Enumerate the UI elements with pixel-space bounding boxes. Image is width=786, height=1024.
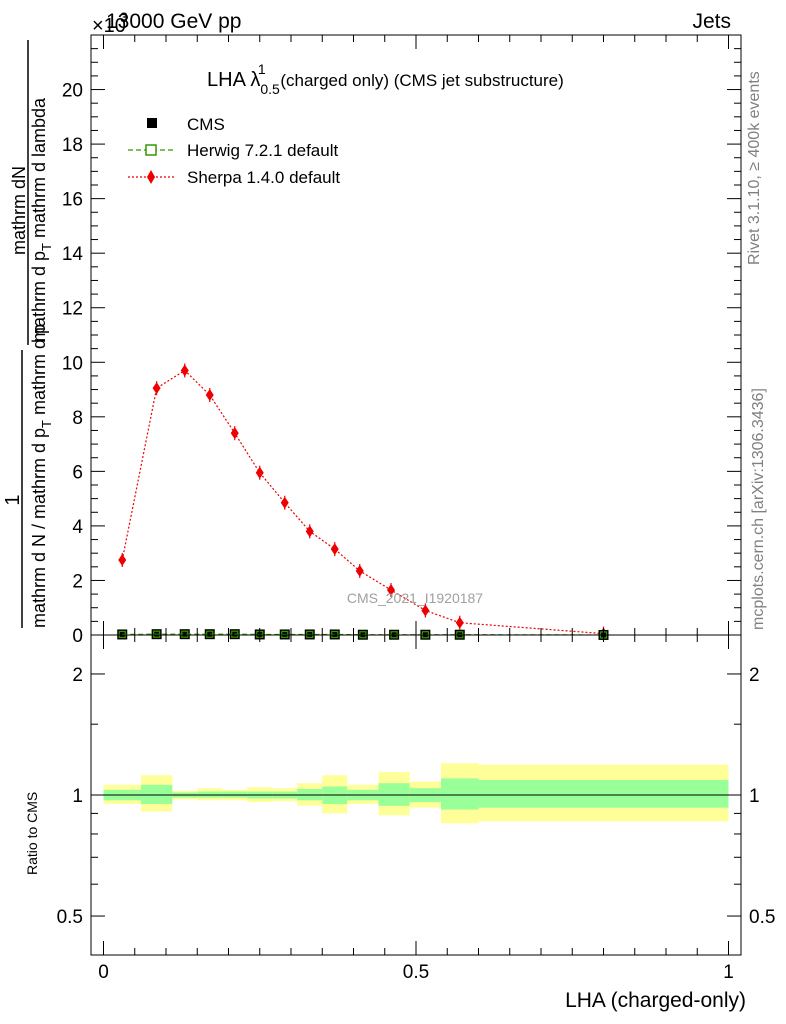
main-ytick-label: 20 [62,81,83,102]
ratio-ytick-label-left: 1 [72,786,83,807]
ratio-ytick-label-right: 0.5 [749,907,775,928]
legend-sherpa-label: Sherpa 1.4.0 default [187,168,340,187]
ratio-band-inner [441,778,479,810]
ratio-ylabel: Ratio to CMS [24,792,40,875]
ratio-ytick-label-right: 2 [749,665,760,686]
legend-cms-marker [147,118,157,128]
main-ytick-label: 14 [62,244,84,265]
cms-point [204,629,215,640]
herwig-point [181,630,189,638]
main-ytick-label: 16 [62,190,83,211]
title-prefix: LHA λ [207,69,260,91]
main-ytick-label: 2 [72,571,83,592]
energy-label: 13000 GeV pp [106,10,241,33]
sherpa-point [180,364,189,377]
exponent-power: 3 [120,9,128,25]
main-ytick-label: 4 [72,517,83,538]
title-sup: 1 [258,61,266,77]
x-tick-label: 0.5 [403,962,429,983]
main-ytick-label: 6 [72,462,83,483]
legend: CMS Herwig 7.2.1 default Sherpa 1.4.0 de… [128,115,340,187]
sherpa-line [121,369,604,635]
herwig-point [231,630,239,638]
ylabel-denominator: mathrm d pT mathrm d lambda [29,97,54,342]
herwig-point [206,630,214,638]
ylabel-numerator: mathrm dN [9,166,29,255]
sherpa-point [118,554,127,566]
main-ytick-label: 0 [72,626,83,647]
herwig-point [118,630,126,639]
title-suffix: (charged only) (CMS jet substructure) [276,71,564,90]
herwig-point [331,630,339,639]
main-ytick-label: 8 [72,408,83,429]
sherpa-point [205,389,214,401]
sherpa-point [255,466,264,479]
herwig-point [281,630,289,639]
main-plot: 0 2 4 6 8 10 12 14 16 18 20 [62,34,742,647]
ylabel-prefactor-den: mathrm d N / mathrm d pT mathrm d p [29,324,54,628]
main-ytick-label: 10 [62,353,83,374]
main-ytick-label: 18 [62,135,83,156]
x-axis-label: LHA (charged-only) [565,989,746,1012]
ratio-ytick-label-left: 2 [72,665,83,686]
sherpa-point [387,584,395,596]
herwig-point [153,630,161,638]
exponent-label: ×10 [92,15,126,37]
cms-point [179,629,190,640]
main-ytick-label: 12 [62,299,83,320]
ratio-band-inner [141,784,173,804]
ratio-plot: 0.5 0.5 1 1 2 2 0 0.5 1 [57,634,775,983]
legend-cms-label: CMS [187,115,225,134]
sherpa-point [152,382,161,395]
mcplots-label: mcplots.cern.ch [arXiv:1306.3436] [750,388,767,630]
legend-herwig-marker [145,144,157,156]
herwig-point [306,630,314,639]
sherpa-point [330,543,339,556]
x-tick-label: 0 [98,962,109,983]
ratio-ytick-label-right: 1 [749,786,760,807]
plot-title: LHA λ0.5 1 (charged only) (CMS jet substr… [207,61,564,97]
legend-herwig-label: Herwig 7.2.1 default [187,141,338,160]
sherpa-point [305,525,314,538]
sherpa-point [230,427,239,440]
analysis-watermark: CMS_2021_I1920187 [347,590,483,606]
main-ylabel: 1 mathrm d N / mathrm d pT mathrm d p ma… [2,40,54,628]
sherpa-point [355,564,364,577]
sherpa-point [280,496,289,509]
ratio-ytick-label-left: 0.5 [57,907,83,928]
title-sub: 0.5 [260,81,280,97]
sherpa-point [421,604,430,617]
ratio-band-inner [378,783,410,806]
ratio-band-inner [478,779,729,808]
sherpa-point [455,616,464,629]
x-tick-label: 1 [723,962,734,983]
ylabel-prefactor-num: 1 [2,494,24,505]
rivet-label: Rivet 3.1.10, ≥ 400k events [746,71,763,265]
legend-sherpa-marker [147,170,155,184]
process-label: Jets [692,10,731,33]
